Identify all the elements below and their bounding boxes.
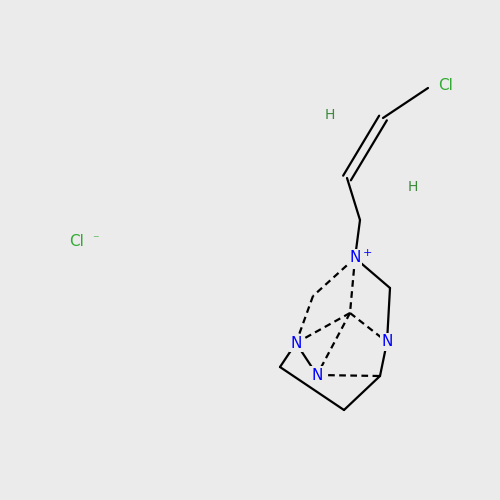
Text: N: N [382,334,392,349]
Text: N: N [350,250,360,266]
Text: +: + [362,248,372,258]
Text: N: N [290,336,302,350]
Text: Cl: Cl [438,78,454,94]
Text: N: N [312,368,322,382]
Text: H: H [408,180,418,194]
Text: H: H [325,108,335,122]
Text: ⁻: ⁻ [92,234,98,246]
Text: Cl: Cl [70,234,84,250]
